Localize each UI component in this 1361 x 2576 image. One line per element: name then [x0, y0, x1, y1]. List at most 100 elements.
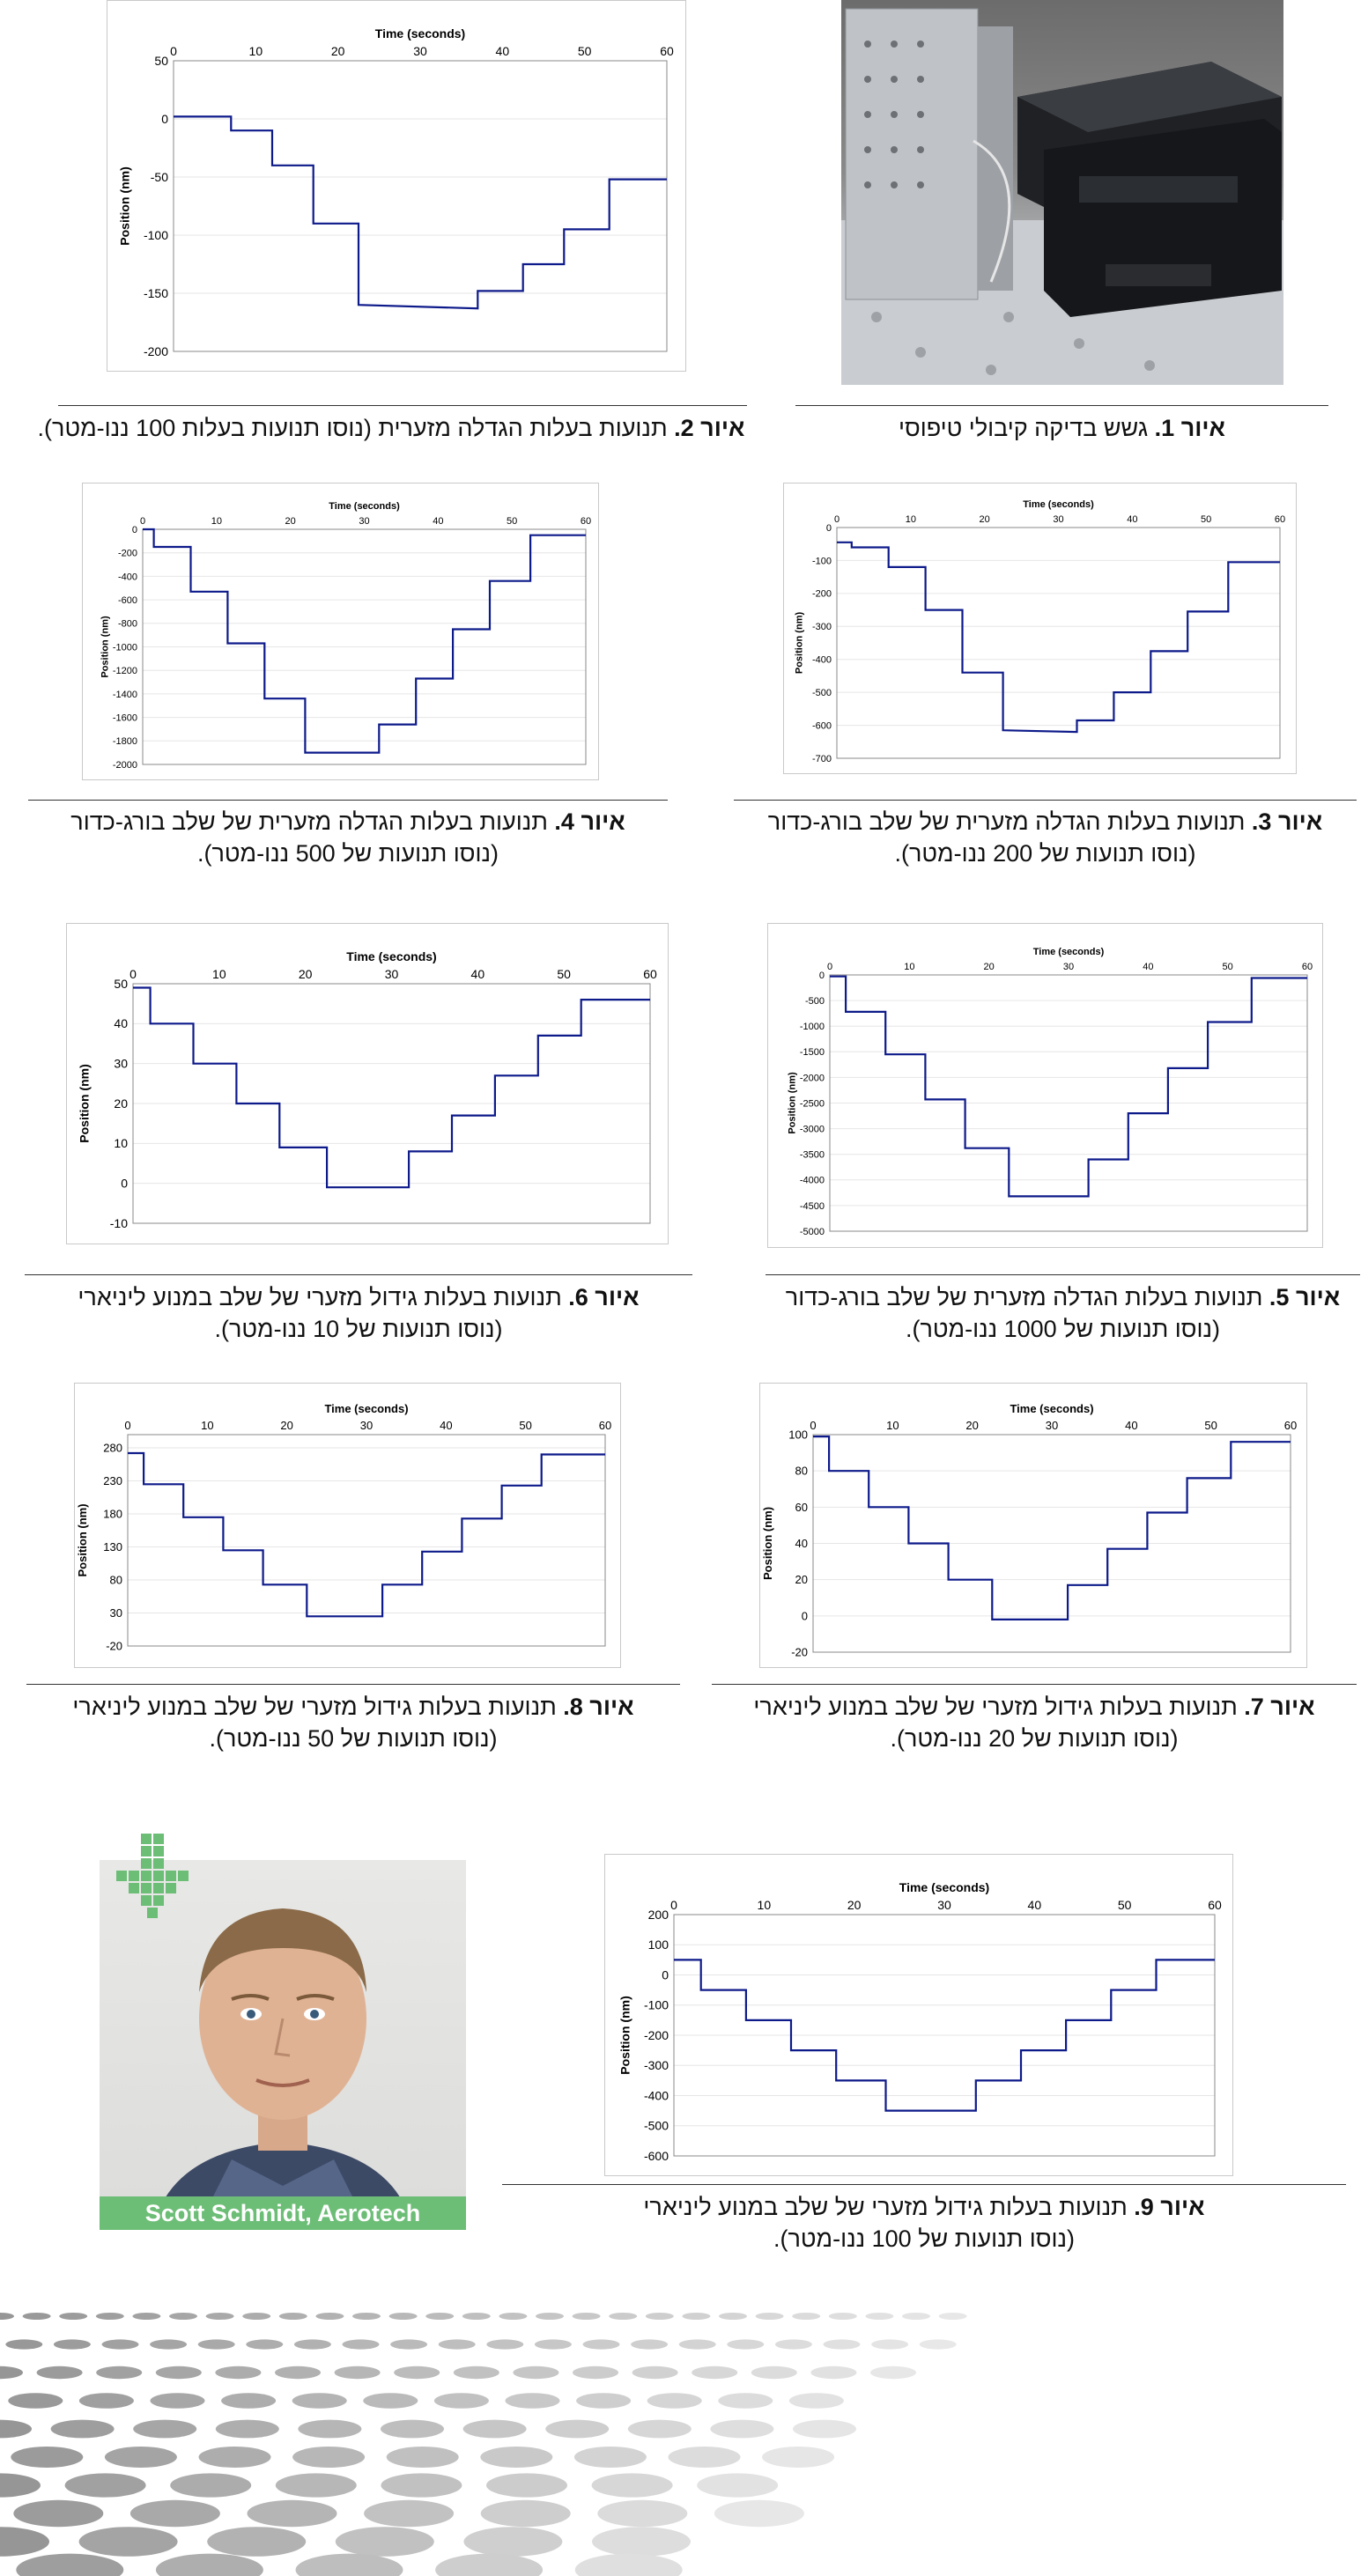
decorative-dot	[215, 2419, 279, 2439]
decorative-dot	[170, 2473, 252, 2498]
fig6-caption-rule	[25, 1274, 692, 1275]
plot-area	[142, 528, 587, 765]
x-tick-label: 10	[249, 44, 263, 58]
y-tick-label: -4000	[800, 1176, 825, 1186]
x-tick-label: 40	[433, 516, 443, 527]
y-tick-label: -400	[644, 2088, 669, 2102]
decorative-dot	[64, 2473, 146, 2498]
y-tick-label: -1400	[113, 690, 137, 700]
series-line	[128, 1451, 605, 1618]
y-tick-label: -700	[812, 754, 832, 764]
decorative-dot	[0, 2313, 14, 2320]
y-axis-label: Position (nm)	[100, 616, 110, 678]
decorative-dot	[871, 2339, 909, 2350]
x-tick-label: 10	[886, 1419, 899, 1432]
fig9-caption: איור 9. תנועות בעלות גידול מזערי של שלב …	[643, 2194, 1205, 2252]
x-tick-label: 10	[906, 514, 916, 525]
decorative-dot	[129, 2499, 220, 2528]
decorative-dot	[197, 2339, 235, 2350]
x-tick-label: 0	[170, 44, 177, 58]
y-axis-label: Position (nm)	[118, 166, 132, 245]
y-tick-label: 40	[114, 1016, 128, 1030]
y-tick-label: -2000	[113, 760, 137, 771]
fig7-caption: איור 7. תנועות בעלות גידול מזערי של שלב …	[753, 1694, 1315, 1752]
fig8-caption: איור 8. תנועות בעלות גידול מזערי של שלב …	[72, 1694, 634, 1752]
decorative-dot	[462, 2419, 527, 2439]
x-tick-label: 60	[1302, 962, 1313, 972]
decorative-dot	[536, 2313, 564, 2320]
decorative-dot	[810, 2366, 857, 2380]
decorative-dot	[576, 2393, 632, 2409]
y-tick-label: -300	[812, 622, 832, 632]
decorative-dot	[718, 2393, 773, 2409]
decorative-dot	[719, 2313, 747, 2320]
y-tick-label: -200	[812, 589, 832, 600]
decorative-dot	[394, 2366, 440, 2380]
decorative-dot	[678, 2339, 716, 2350]
decorative-dot	[132, 2313, 161, 2320]
fig5-caption: איור 5. תנועות בעלות הגדלה מזערית של שלב…	[785, 1284, 1341, 1342]
y-tick-label: -2000	[800, 1073, 825, 1083]
decorative-dot	[16, 2553, 124, 2576]
x-tick-label: 50	[1204, 1419, 1217, 1432]
decorative-dot	[774, 2339, 812, 2350]
x-tick-label: 0	[834, 514, 840, 525]
decorative-dot	[870, 2366, 916, 2380]
decorative-dot	[435, 2553, 544, 2576]
decorative-dot	[13, 2499, 104, 2528]
x-tick-label: 10	[758, 1898, 772, 1912]
fig8-caption-rule	[26, 1684, 680, 1685]
fig2-chart: 0 10 20 30 40 50 60 50 0 -50 -100 -150 -200 Time (sec…	[107, 0, 686, 372]
decorative-dot	[298, 2419, 362, 2439]
y-tick-label: 100	[648, 1938, 669, 1952]
series-line	[133, 986, 650, 1189]
x-axis-label: Time (seconds)	[1033, 947, 1105, 957]
decorative-dot	[788, 2393, 844, 2409]
decorative-dot	[751, 2366, 797, 2380]
decorative-dot	[315, 2313, 344, 2320]
x-tick-label: 20	[299, 967, 313, 981]
fig5-caption-rule	[766, 1274, 1360, 1275]
y-tick-label: -100	[644, 1998, 669, 2012]
decorative-dot	[597, 2499, 688, 2528]
x-tick-label: 60	[1284, 1419, 1297, 1432]
x-tick-label: 40	[471, 967, 485, 981]
decorative-dot	[22, 2313, 51, 2320]
plot-area	[673, 1914, 1216, 2157]
decorative-dot	[155, 2366, 202, 2380]
series-line	[813, 1435, 1291, 1620]
decorative-dot	[342, 2339, 380, 2350]
x-tick-label: 0	[124, 1419, 130, 1432]
decorative-dot	[352, 2313, 381, 2320]
decorative-dot	[386, 2447, 459, 2468]
x-tick-label: 10	[904, 962, 914, 972]
x-tick-label: 10	[211, 516, 222, 527]
y-tick-label: 40	[795, 1537, 808, 1550]
decorative-dot	[169, 2313, 197, 2320]
decorative-dot	[499, 2313, 528, 2320]
x-tick-label: 20	[984, 962, 995, 972]
y-tick-label: -150	[144, 286, 168, 300]
series-line	[674, 1959, 1215, 2112]
fig6-caption: איור 6. תנועות בעלות גידול מזערי של שלב …	[78, 1284, 640, 1342]
fig9-caption-rule	[502, 2184, 1346, 2185]
decorative-dot	[823, 2339, 861, 2350]
decorative-dot	[828, 2313, 857, 2320]
fig5-chart: 0 10 20 30 40 50 60 0 -500 -1000 -1500 -2000 -2500 -3…	[767, 923, 1323, 1248]
decorative-dot	[627, 2419, 692, 2439]
decorative-dot	[198, 2447, 271, 2468]
decorative-dot	[692, 2366, 738, 2380]
decorative-dot	[207, 2527, 307, 2557]
decorative-dot	[438, 2339, 476, 2350]
series-line	[837, 541, 1280, 734]
decorative-dot	[631, 2339, 669, 2350]
x-tick-label: 50	[507, 516, 517, 527]
x-tick-label: 20	[847, 1898, 862, 1912]
y-tick-label: -400	[812, 655, 832, 666]
decorative-dot	[275, 2366, 321, 2380]
x-tick-label: 20	[331, 44, 345, 58]
decorative-dot	[682, 2313, 711, 2320]
fig3-chart: 0 10 20 30 40 50 60 0 -100 -200 -300 -400 -500 -600 -7…	[783, 483, 1297, 774]
x-tick-label: 30	[937, 1898, 951, 1912]
fig6-chart: 0 10 20 30 40 50 60 50 40 30 20 10 0 -10 Time (seconds…	[66, 923, 669, 1244]
